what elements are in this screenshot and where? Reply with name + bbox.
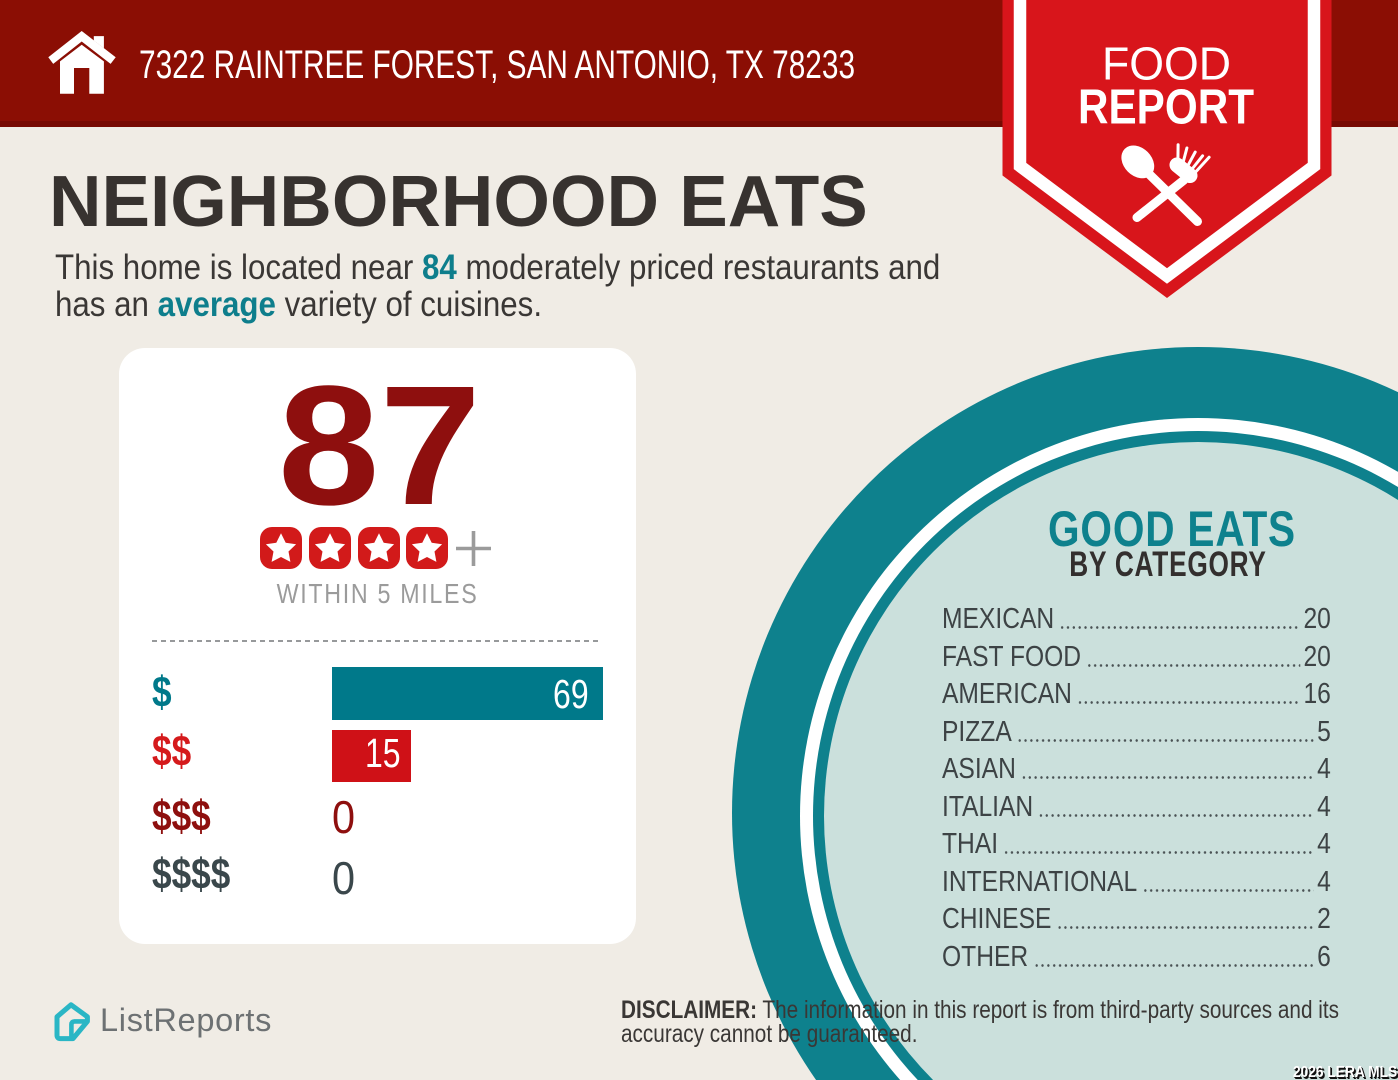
svg-text:FOOD: FOOD [1102,38,1231,90]
svg-text:REPORT: REPORT [1078,80,1254,134]
